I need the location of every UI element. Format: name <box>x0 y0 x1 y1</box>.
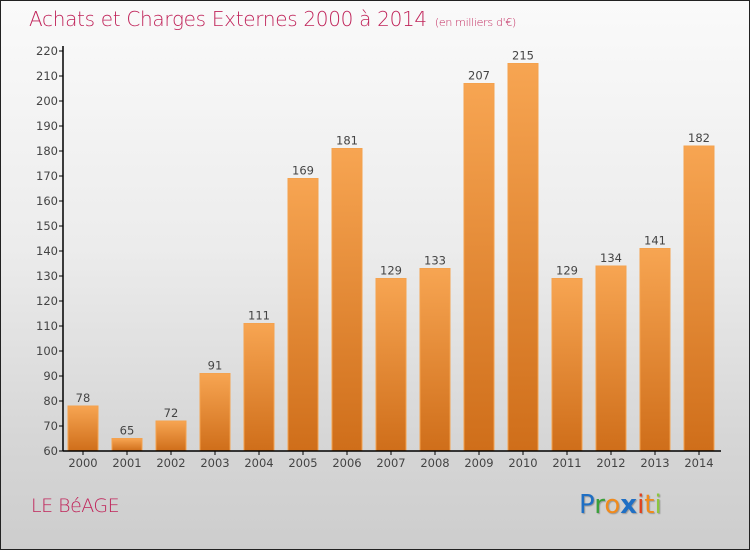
y-tick-label-170: 170 <box>36 169 58 183</box>
bars-group: 78 65 72 91 111 169 181 129 133 207 215 129 134 141 18… <box>67 49 715 452</box>
bar-2008 <box>419 268 451 452</box>
title-main: Achats et Charges Externes 2000 à 2014 <box>29 7 427 31</box>
y-tick-label-210: 210 <box>36 69 58 83</box>
x-tick-label-2013: 2013 <box>640 456 669 470</box>
logo-letter: i <box>654 490 662 520</box>
value-label-2004: 111 <box>248 309 270 323</box>
bar-2013 <box>639 248 671 452</box>
x-tick-label-2009: 2009 <box>464 456 493 470</box>
commune-name: LE BéAGE <box>31 495 120 517</box>
value-label-2014: 182 <box>688 131 710 145</box>
value-label-2009: 207 <box>468 69 490 83</box>
logo-letter: t <box>644 490 655 520</box>
bar-2012 <box>595 265 627 452</box>
x-tick-label-2003: 2003 <box>200 456 229 470</box>
value-label-2006: 181 <box>336 134 358 148</box>
y-tick-label-140: 140 <box>36 244 58 258</box>
value-label-2001: 65 <box>120 424 135 438</box>
bar-2007 <box>375 278 407 452</box>
y-tick-label-190: 190 <box>36 119 58 133</box>
value-label-2011: 129 <box>556 264 578 278</box>
value-label-2003: 91 <box>208 359 223 373</box>
x-tick-label-2002: 2002 <box>156 456 185 470</box>
bar-2006 <box>331 148 363 452</box>
bar-chart: 78 65 72 91 111 169 181 129 133 207 215 129 134 141 18… <box>36 44 721 470</box>
value-label-2007: 129 <box>380 264 402 278</box>
value-label-2005: 169 <box>292 164 314 178</box>
bar-2000 <box>67 405 99 452</box>
bar-2002 <box>155 420 187 452</box>
logo-letter: x <box>620 490 638 520</box>
bar-2011 <box>551 278 583 452</box>
y-tick-label-90: 90 <box>43 369 58 383</box>
x-tick-label-2007: 2007 <box>376 456 405 470</box>
bar-2005 <box>287 178 319 452</box>
x-tick-label-2011: 2011 <box>552 456 581 470</box>
bar-2003 <box>199 373 231 452</box>
y-tick-label-150: 150 <box>36 219 58 233</box>
x-tick-label-2008: 2008 <box>420 456 449 470</box>
y-tick-label-80: 80 <box>43 394 58 408</box>
bar-2014 <box>683 145 715 452</box>
x-tick-label-2001: 2001 <box>112 456 141 470</box>
y-tick-label-110: 110 <box>36 319 58 333</box>
bar-2004 <box>243 323 275 452</box>
x-tick-label-2014: 2014 <box>684 456 713 470</box>
bar-2010 <box>507 63 539 452</box>
y-axis: 60 70 80 90 100 110 120 130 140 150 160 170 180 190 20… <box>36 44 64 458</box>
x-axis: 2000 2001 2002 2003 2004 2005 2006 2007 2008 2009… <box>63 450 721 470</box>
y-tick-label-100: 100 <box>36 344 58 358</box>
y-tick-label-60: 60 <box>43 444 58 458</box>
logo-letter: o <box>604 490 621 520</box>
x-tick-label-2000: 2000 <box>68 456 97 470</box>
value-label-2013: 141 <box>644 234 666 248</box>
y-tick-label-70: 70 <box>43 419 58 433</box>
x-tick-label-2006: 2006 <box>332 456 361 470</box>
x-tick-label-2005: 2005 <box>288 456 317 470</box>
logo-letter: i <box>637 490 645 520</box>
title-unit: (en milliers d'€) <box>434 16 517 29</box>
y-tick-label-130: 130 <box>36 269 58 283</box>
bar-2009 <box>463 83 495 452</box>
x-tick-label-2004: 2004 <box>244 456 273 470</box>
y-tick-label-180: 180 <box>36 144 58 158</box>
bar-2001 <box>111 438 143 452</box>
value-label-2012: 134 <box>600 251 622 265</box>
value-label-2008: 133 <box>424 254 446 268</box>
proxiti-logo: Proxiti <box>579 490 662 520</box>
y-tick-label-220: 220 <box>36 44 58 58</box>
y-tick-label-160: 160 <box>36 194 58 208</box>
x-tick-label-2012: 2012 <box>596 456 625 470</box>
value-label-2000: 78 <box>76 391 91 405</box>
logo-letter: P <box>579 490 595 520</box>
logo-letter: r <box>594 490 605 520</box>
value-label-2010: 215 <box>512 49 534 63</box>
chart-title: Achats et Charges Externes 2000 à 2014 (e… <box>29 7 516 31</box>
y-tick-label-120: 120 <box>36 294 58 308</box>
y-tick-label-200: 200 <box>36 94 58 108</box>
x-tick-label-2010: 2010 <box>508 456 537 470</box>
value-label-2002: 72 <box>164 406 179 420</box>
